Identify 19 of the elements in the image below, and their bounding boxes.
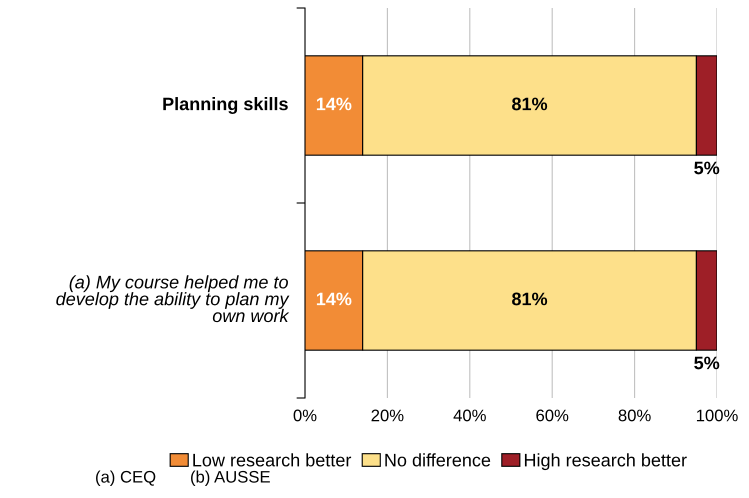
data-label: 14%	[316, 98, 352, 110]
y-tick-label: (a) My course helped me to develop the ability to plan my own work	[56, 275, 290, 322]
text: (b) AUSSE	[191, 470, 270, 486]
legend-label: Low research better	[193, 453, 352, 467]
x-tick-label: 100%	[696, 410, 738, 422]
data-label: 81%	[512, 292, 548, 306]
x-tick-label: 40%	[454, 410, 486, 422]
x-tick-label: 80%	[618, 410, 651, 422]
data-label: 5%	[694, 162, 720, 174]
data-label: 5%	[694, 356, 720, 370]
data-label: 81%	[512, 98, 548, 110]
legend-label: No difference	[385, 453, 490, 467]
legend-label: High research better	[524, 453, 687, 470]
y-tick-label: Planning skills	[163, 97, 288, 114]
text: (a) CEQ	[96, 470, 156, 486]
x-tick-label: 20%	[372, 410, 404, 422]
x-tick-label: 0%	[294, 410, 316, 422]
x-tick-label: 60%	[536, 410, 568, 422]
data-label: 14%	[316, 292, 352, 306]
